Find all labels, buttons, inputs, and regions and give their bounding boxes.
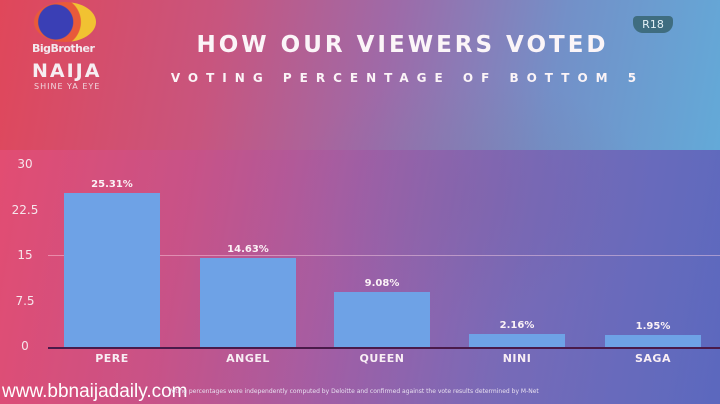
eye-logo-icon bbox=[34, 2, 96, 42]
footnote: Voting percentages were independently co… bbox=[168, 388, 539, 395]
value-label: 2.16% bbox=[499, 320, 535, 331]
watermark: www.bbnaijadaily.com bbox=[2, 381, 188, 402]
chart-subtitle: VOTING PERCENTAGE OF BOTTOM 5 bbox=[170, 71, 645, 85]
value-label: 25.31% bbox=[91, 179, 133, 190]
logo-text-naija: NAIJA bbox=[32, 60, 102, 82]
bar-angel bbox=[200, 258, 296, 347]
y-tick: 30 bbox=[17, 157, 33, 171]
logo-tagline: SHINE YA EYE bbox=[34, 82, 101, 91]
x-label: SAGA bbox=[635, 352, 671, 365]
x-axis-line bbox=[48, 347, 720, 349]
x-label: QUEEN bbox=[359, 352, 405, 365]
bbnaija-logo: BigBrother NAIJA SHINE YA EYE bbox=[26, 2, 108, 94]
logo-text-bigbrother: BigBrother bbox=[32, 42, 95, 55]
x-label: PERE bbox=[95, 352, 129, 365]
value-label: 14.63% bbox=[227, 244, 269, 255]
gridline-15 bbox=[48, 255, 720, 256]
y-tick: 0 bbox=[21, 339, 29, 353]
y-tick: 22.5 bbox=[11, 203, 39, 217]
value-label: 1.95% bbox=[635, 321, 671, 332]
y-tick: 15 bbox=[17, 248, 33, 262]
bar-queen bbox=[334, 292, 430, 347]
x-label: ANGEL bbox=[226, 352, 270, 365]
bar-nini bbox=[469, 334, 565, 347]
value-label: 9.08% bbox=[364, 278, 400, 289]
x-label: NINI bbox=[502, 352, 532, 365]
age-rating-badge: R18 bbox=[633, 16, 673, 33]
bar-saga bbox=[605, 335, 701, 347]
bar-pere bbox=[64, 193, 160, 347]
chart-title: HOW OUR VIEWERS VOTED bbox=[196, 32, 609, 58]
y-tick: 7.5 bbox=[15, 294, 35, 308]
